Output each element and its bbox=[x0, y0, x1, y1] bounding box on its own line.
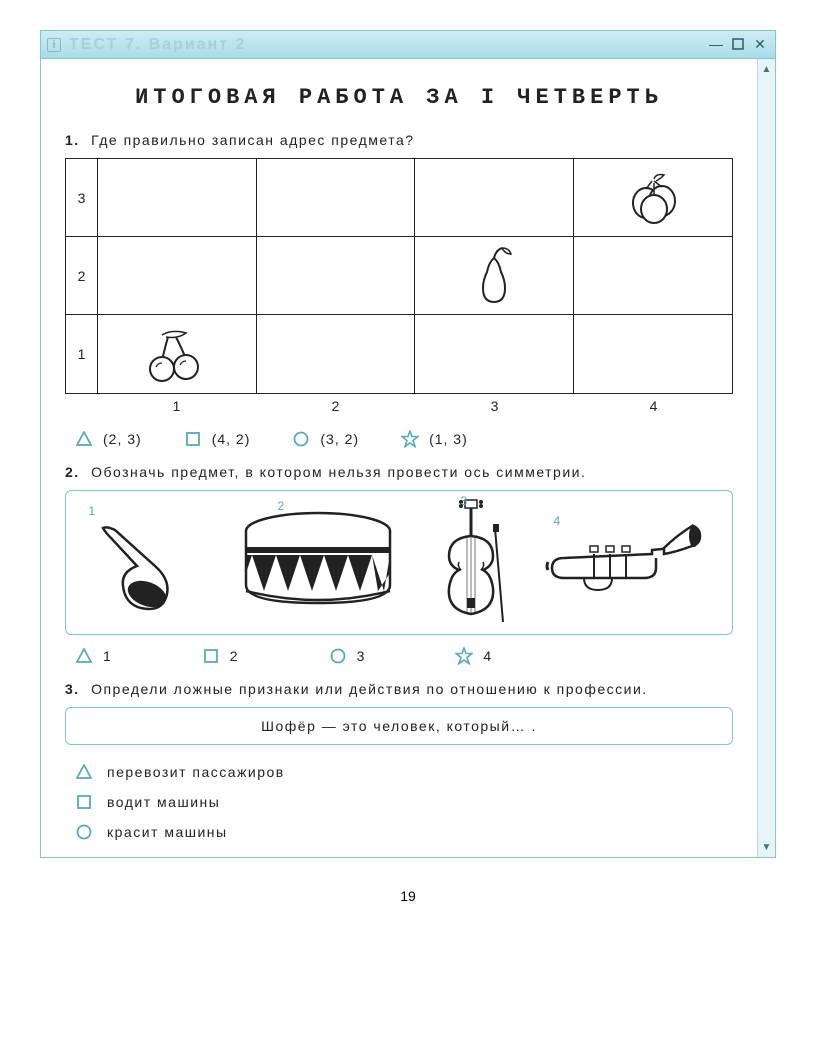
q2-answer-option[interactable]: 4 bbox=[455, 647, 492, 665]
star-icon bbox=[455, 647, 473, 665]
grid-cell bbox=[257, 315, 416, 393]
drum-icon bbox=[238, 503, 398, 623]
option-label: перевозит пассажиров bbox=[107, 764, 285, 780]
q2-item-trumpet: 4 bbox=[544, 518, 704, 608]
q2-answer-option[interactable]: 3 bbox=[329, 647, 366, 665]
col-label: 2 bbox=[256, 398, 415, 414]
q1-answer-option[interactable]: (1, 3) bbox=[401, 430, 468, 448]
row-label: 2 bbox=[66, 237, 98, 315]
col-label: 1 bbox=[97, 398, 256, 414]
star-icon bbox=[401, 430, 419, 448]
cherries-icon bbox=[142, 323, 212, 385]
horn-icon bbox=[95, 508, 205, 618]
square-icon bbox=[202, 647, 220, 665]
page-title: ИТОГОВАЯ РАБОТА ЗА I ЧЕТВЕРТЬ bbox=[65, 85, 733, 110]
square-icon bbox=[75, 793, 93, 811]
page-content: ИТОГОВАЯ РАБОТА ЗА I ЧЕТВЕРТЬ 1. Где пра… bbox=[41, 59, 757, 857]
q1-grid: 3 2 1 bbox=[65, 158, 733, 394]
page-number: 19 bbox=[0, 888, 816, 904]
col-label: 4 bbox=[574, 398, 733, 414]
triangle-icon bbox=[75, 430, 93, 448]
answer-label: 1 bbox=[103, 648, 112, 664]
square-icon bbox=[184, 430, 202, 448]
col-label: 3 bbox=[415, 398, 574, 414]
grid-cell-cherries bbox=[98, 315, 257, 393]
trumpet-icon bbox=[544, 518, 704, 608]
item-number: 4 bbox=[554, 514, 561, 528]
close-button[interactable]: ✕ bbox=[751, 35, 769, 53]
maximize-button[interactable] bbox=[729, 35, 747, 53]
q1-answers: (2, 3) (4, 2) (3, 2) (1, 3) bbox=[65, 424, 733, 454]
answer-label: 4 bbox=[483, 648, 492, 664]
answer-label: (3, 2) bbox=[320, 431, 359, 447]
circle-icon bbox=[75, 823, 93, 841]
grid-cell bbox=[415, 159, 574, 237]
window-title: ТЕСТ 7. Вариант 2 bbox=[69, 36, 246, 54]
answer-label: (4, 2) bbox=[212, 431, 251, 447]
q2-item-drum: 2 bbox=[238, 503, 398, 623]
row-label: 3 bbox=[66, 159, 98, 237]
q2-answer-option[interactable]: 1 bbox=[75, 647, 112, 665]
q1-answer-option[interactable]: (3, 2) bbox=[292, 430, 359, 448]
q1-number: 1. bbox=[65, 132, 80, 148]
option-label: красит машины bbox=[107, 824, 228, 840]
scrollbar[interactable]: ▲ ▼ bbox=[757, 59, 775, 857]
q1-text: Где правильно записан адрес предмета? bbox=[91, 132, 415, 148]
grid-cell bbox=[574, 237, 733, 315]
item-number: 2 bbox=[278, 499, 285, 513]
scroll-down-icon[interactable]: ▼ bbox=[760, 840, 774, 854]
scroll-up-icon[interactable]: ▲ bbox=[760, 62, 774, 76]
q1-answer-option[interactable]: (2, 3) bbox=[75, 430, 142, 448]
grid-cell bbox=[257, 237, 416, 315]
pear-icon bbox=[469, 244, 519, 308]
titlebar: i ТЕСТ 7. Вариант 2 — ✕ bbox=[41, 31, 775, 59]
q2-item-violin: 3 bbox=[431, 498, 511, 628]
q3-number: 3. bbox=[65, 681, 80, 697]
row-label: 1 bbox=[66, 315, 98, 393]
grid-cell bbox=[257, 159, 416, 237]
grid-cell bbox=[98, 237, 257, 315]
circle-icon bbox=[329, 647, 347, 665]
q2-answer-option[interactable]: 2 bbox=[202, 647, 239, 665]
app-icon: i bbox=[47, 38, 61, 52]
window-controls: — ✕ bbox=[707, 35, 769, 53]
grid-cell-plums bbox=[574, 159, 733, 237]
plums-icon bbox=[624, 171, 682, 225]
grid-cell bbox=[574, 315, 733, 393]
q2-number: 2. bbox=[65, 464, 80, 480]
q3-option[interactable]: красит машины bbox=[65, 817, 733, 847]
q3-prompt: 3. Определи ложные признаки или действия… bbox=[65, 681, 733, 697]
minimize-button[interactable]: — bbox=[707, 35, 725, 53]
q2-items-box: 1 2 bbox=[65, 490, 733, 635]
grid-cell bbox=[98, 159, 257, 237]
item-number: 3 bbox=[461, 494, 468, 508]
q1-col-labels: 1 2 3 4 bbox=[65, 398, 733, 414]
q3-option[interactable]: перевозит пассажиров bbox=[65, 757, 733, 787]
triangle-icon bbox=[75, 647, 93, 665]
q3-option[interactable]: водит машины bbox=[65, 787, 733, 817]
circle-icon bbox=[292, 430, 310, 448]
q1-answer-option[interactable]: (4, 2) bbox=[184, 430, 251, 448]
item-number: 1 bbox=[89, 504, 96, 518]
q2-text: Обозначь предмет, в котором нельзя прове… bbox=[91, 464, 586, 480]
answer-label: 2 bbox=[230, 648, 239, 664]
violin-icon bbox=[431, 498, 511, 628]
app-window: i ТЕСТ 7. Вариант 2 — ✕ ИТОГОВАЯ РАБОТА … bbox=[40, 30, 776, 858]
q1-prompt: 1. Где правильно записан адрес предмета? bbox=[65, 132, 733, 148]
grid-cell-pear bbox=[415, 237, 574, 315]
q3-definition: Шофёр — это человек, который… . bbox=[65, 707, 733, 745]
answer-label: 3 bbox=[357, 648, 366, 664]
q2-answers: 1 2 3 4 bbox=[65, 641, 733, 671]
answer-label: (2, 3) bbox=[103, 431, 142, 447]
q2-prompt: 2. Обозначь предмет, в котором нельзя пр… bbox=[65, 464, 733, 480]
option-label: водит машины bbox=[107, 794, 220, 810]
triangle-icon bbox=[75, 763, 93, 781]
answer-label: (1, 3) bbox=[429, 431, 468, 447]
q3-text: Определи ложные признаки или действия по… bbox=[91, 681, 648, 697]
grid-cell bbox=[415, 315, 574, 393]
q2-item-horn: 1 bbox=[95, 508, 205, 618]
